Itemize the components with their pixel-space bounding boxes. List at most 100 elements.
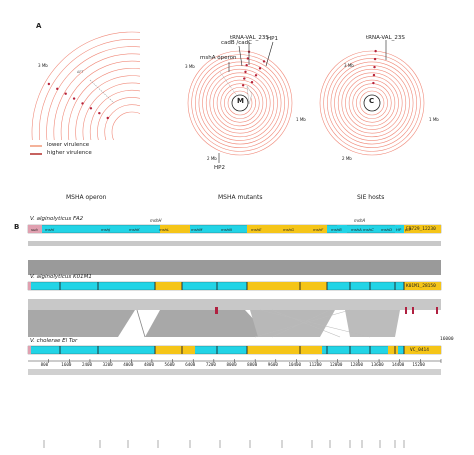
ruler-label: 14400 <box>391 362 405 367</box>
gene-mshG-block <box>247 225 327 233</box>
panel-b-figure <box>27 224 442 448</box>
operon-marker <box>72 97 76 100</box>
ruler-label: 4800 <box>143 362 154 367</box>
gene-mshL-block <box>160 225 190 233</box>
operon-marker <box>106 116 109 120</box>
panel-a-figure <box>30 31 425 163</box>
mutant-ring <box>205 68 275 138</box>
trna-label-c: tRNA-VAL_23S <box>366 35 405 41</box>
ruler-label: 3200 <box>102 362 113 367</box>
gene-msha-block <box>337 225 347 233</box>
mutant-ring <box>202 65 278 141</box>
gene-label: mshD <box>381 227 393 232</box>
gene-above-msha: mshA <box>354 218 366 223</box>
operon-scale-label: 3 Mb <box>38 63 48 68</box>
end-label-eltor: VC_0414 <box>410 348 429 353</box>
operon-ring <box>39 39 140 140</box>
operon-marker <box>64 92 67 95</box>
mutant-ring <box>194 57 286 149</box>
operon-ring <box>89 89 140 140</box>
mutant-ring <box>213 76 267 130</box>
track1-backbone <box>27 224 442 234</box>
sie-marker <box>373 57 377 61</box>
m-scale-3mb: 3 Mb <box>185 64 195 69</box>
track-fa2 <box>27 224 442 448</box>
sie-ring <box>319 50 425 156</box>
legend-lower-label: lower virulence <box>47 142 90 148</box>
track3-backbone <box>27 345 442 355</box>
caption-msha-operon: MSHA operon <box>66 194 107 201</box>
sie-ring <box>334 65 410 141</box>
operon-ring <box>46 46 140 140</box>
mutant-ring <box>216 79 264 127</box>
mutant-marker <box>262 60 266 63</box>
legend <box>30 145 42 155</box>
gene-label: mshL <box>159 227 170 232</box>
mutant-marker <box>258 67 262 70</box>
operon-marker <box>47 82 51 86</box>
operon-marker <box>56 87 59 91</box>
track-name-k01m1: V. alginolyticus K01M1 <box>30 274 92 280</box>
operon-ring <box>97 97 140 140</box>
panel-a-label: A <box>36 22 42 30</box>
position-ruler <box>28 359 442 363</box>
synteny-k01m1-eltor <box>28 299 441 338</box>
ruler-label: 8000 <box>226 362 237 367</box>
track-name-fa2: V. alginolyticus FA2 <box>30 216 84 222</box>
c-scale-3mb: 3 Mb <box>344 63 354 68</box>
gene-sub <box>28 225 42 233</box>
gene-label: pilF <box>405 227 412 232</box>
gene-label: mshN <box>221 227 232 232</box>
gene-label: mshA <box>351 227 362 232</box>
cadb-label: cadB /cadC <box>221 40 252 46</box>
trna-label-m: tRNA-VAL_23S <box>230 35 269 41</box>
center-label-c: C <box>369 97 375 105</box>
caption-sie-hosts: SIE hosts <box>357 194 385 201</box>
gene-end-block <box>404 225 441 233</box>
center-label-m: M <box>237 97 244 105</box>
mutant-marker <box>246 57 250 60</box>
gene-label: mshC <box>363 227 374 232</box>
ruler-label: 13600 <box>371 362 384 367</box>
panel-b-label: B <box>14 223 20 231</box>
msha-operon-rings <box>31 31 140 140</box>
operon-ring <box>31 31 140 140</box>
track1-underbar <box>28 241 441 246</box>
operon-marker <box>98 111 101 115</box>
mutant-ring <box>224 87 256 119</box>
m-scale-2mb: 2 Mb <box>207 156 217 161</box>
center-circle-c <box>363 94 381 112</box>
sie-ring <box>337 68 407 138</box>
operon-feature-label: ΔFT <box>77 70 84 74</box>
ruler-label: 9600 <box>267 362 278 367</box>
mutant-marker <box>245 63 248 67</box>
sie-ring <box>356 87 388 119</box>
sie-ring <box>323 54 421 152</box>
gene-label: HP <box>396 227 402 232</box>
sie-ring <box>352 83 392 123</box>
track-k01m1 <box>27 281 442 291</box>
track2-backbone <box>27 281 442 291</box>
gene-pilF-block <box>395 225 404 233</box>
ruler-label: 6400 <box>185 362 196 367</box>
mutant-ring <box>209 72 271 134</box>
track3-underbar <box>28 369 441 375</box>
operon-ring <box>104 104 140 140</box>
ruler-label: 800 <box>40 362 49 367</box>
track-eltor <box>27 345 442 355</box>
hp2-label: HP2 <box>214 165 225 171</box>
ruler-label: 5600 <box>164 362 175 367</box>
gene-label: mshK <box>129 227 140 232</box>
msha-mutants-ring-plot <box>187 41 293 163</box>
operon-ring <box>68 68 140 140</box>
sie-hosts-ring-plot <box>319 40 425 156</box>
operon-ring <box>60 60 140 140</box>
sie-ring <box>345 76 399 130</box>
sie-ring <box>341 72 403 134</box>
mutant-marker <box>243 77 246 80</box>
sie-marker <box>372 73 376 77</box>
sie-marker <box>373 65 376 69</box>
operon-ring <box>53 53 140 140</box>
mutant-marker <box>254 74 258 77</box>
gene-label: mshE <box>251 227 262 232</box>
